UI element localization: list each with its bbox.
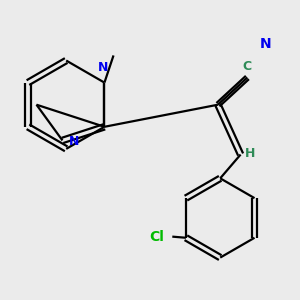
Text: Cl: Cl bbox=[149, 230, 164, 244]
Text: N: N bbox=[98, 61, 109, 74]
Text: H: H bbox=[245, 147, 255, 160]
Text: C: C bbox=[242, 60, 251, 73]
Text: N: N bbox=[69, 135, 80, 148]
Text: N: N bbox=[260, 38, 272, 52]
